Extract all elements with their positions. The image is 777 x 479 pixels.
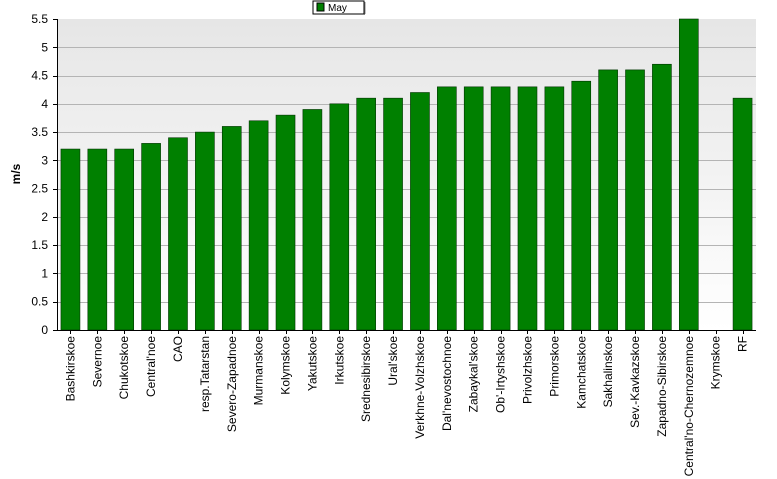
x-category-label: Severnoe bbox=[90, 336, 104, 388]
bar-severnoe[interactable] bbox=[87, 148, 108, 331]
y-axis-title: m/s bbox=[9, 163, 23, 184]
y-tick-label: 1 bbox=[41, 266, 48, 280]
x-category-label: Dal'nevostochnoe bbox=[440, 336, 454, 431]
bar-kolymskoe[interactable] bbox=[275, 114, 296, 331]
bar-zapadno-sibirskoe[interactable] bbox=[652, 63, 672, 331]
x-category-label: Central'no-Chernozemnoe bbox=[682, 336, 696, 477]
bar-kamchatskoe[interactable] bbox=[571, 80, 592, 331]
x-category-label: Privolzhskoe bbox=[521, 336, 535, 404]
x-category-label: Ural'skoe bbox=[386, 336, 400, 386]
y-tick-label: 1.5 bbox=[31, 238, 48, 252]
axes bbox=[53, 19, 756, 334]
bar-bashkirskoe[interactable] bbox=[60, 148, 81, 331]
x-category-label: Bashkirskoe bbox=[63, 336, 77, 402]
x-category-label: Severo-Zapadnoe bbox=[225, 336, 239, 432]
x-category-labels: Bashkirskoe Severnoe Chukotskoe Central'noe… bbox=[63, 336, 749, 477]
y-tick-label: 5 bbox=[41, 40, 48, 54]
y-tick-label: 0 bbox=[41, 323, 48, 337]
bar-verkhne-volzhskoe[interactable] bbox=[410, 92, 430, 331]
y-tick-label: 5.5 bbox=[31, 12, 48, 26]
legend[interactable]: May bbox=[312, 0, 366, 15]
x-category-label: Zabaykal'skoe bbox=[467, 336, 481, 413]
bar-ural-skoe[interactable] bbox=[383, 97, 403, 331]
bar-ob-irtyshskoe[interactable] bbox=[490, 86, 511, 331]
x-category-label: Sakhalinskoe bbox=[601, 336, 615, 408]
bar-central-noe[interactable] bbox=[141, 143, 161, 331]
x-category-label: CAO bbox=[171, 336, 185, 362]
x-category-label: Yakutskoe bbox=[305, 336, 319, 391]
x-category-label: Kolymskoe bbox=[279, 336, 293, 395]
bar-sakhalinskoe[interactable] bbox=[598, 69, 618, 331]
y-tick-label: 2.5 bbox=[31, 182, 48, 196]
bar-irkutskoe[interactable] bbox=[329, 103, 350, 331]
bar-resp-tatarstan[interactable] bbox=[195, 131, 215, 331]
bar-severo-zapadnoe[interactable] bbox=[221, 126, 242, 331]
bar-srednesibirskoe[interactable] bbox=[356, 97, 376, 331]
plot-area bbox=[57, 19, 756, 330]
x-category-label: resp.Tatarstan bbox=[198, 336, 212, 412]
x-category-label: Central'noe bbox=[144, 336, 158, 397]
x-category-label: Primorskoe bbox=[547, 336, 561, 397]
y-tick-label: 2 bbox=[41, 210, 48, 224]
y-tick-label: 0.5 bbox=[31, 295, 48, 309]
bar-murmanskoe[interactable] bbox=[248, 120, 269, 331]
y-tick-label: 3 bbox=[41, 153, 48, 167]
x-category-label: Srednesibirskoe bbox=[359, 336, 373, 422]
bar-privolzhskoe[interactable] bbox=[517, 86, 538, 331]
bar-central-no-chernozemnoe[interactable] bbox=[678, 18, 699, 331]
bar-yakutskoe[interactable] bbox=[302, 109, 323, 331]
bar-rf[interactable] bbox=[732, 97, 753, 331]
y-tick-label: 4.5 bbox=[31, 69, 48, 83]
x-category-label: Krymskoe bbox=[709, 336, 723, 390]
y-tick-label: 4 bbox=[41, 97, 48, 111]
x-category-label: Murmanskoe bbox=[252, 336, 266, 406]
bars bbox=[60, 18, 753, 331]
legend-label: May bbox=[328, 3, 347, 14]
bar-chukotskoe[interactable] bbox=[114, 148, 135, 331]
bar-dal-nevostochnoe[interactable] bbox=[437, 86, 457, 331]
x-category-label: Verkhne-Volzhskoe bbox=[413, 336, 427, 439]
bar-sev-kavkazskoe[interactable] bbox=[625, 69, 645, 331]
y-tick-labels: 0 0.5 1 1.5 2 2.5 3 3.5 4 4.5 5 5.5 bbox=[31, 12, 48, 337]
x-category-label: Ob'-Irtyshskoe bbox=[494, 336, 508, 413]
bar-primorskoe[interactable] bbox=[544, 86, 565, 331]
x-category-label: Sev.-Kavkazskoe bbox=[628, 336, 642, 428]
x-category-label: Irkutskoe bbox=[332, 336, 346, 385]
x-category-label: RF bbox=[736, 336, 750, 352]
x-category-label: Chukotskoe bbox=[117, 336, 131, 400]
bar-zabaykal-skoe[interactable] bbox=[463, 86, 484, 331]
legend-swatch bbox=[316, 2, 325, 12]
x-category-label: Kamchatskoe bbox=[574, 336, 588, 409]
y-tick-label: 3.5 bbox=[31, 125, 48, 139]
bar-cao[interactable] bbox=[168, 137, 188, 331]
x-category-label: Zapadno-Sibirskoe bbox=[655, 336, 669, 437]
